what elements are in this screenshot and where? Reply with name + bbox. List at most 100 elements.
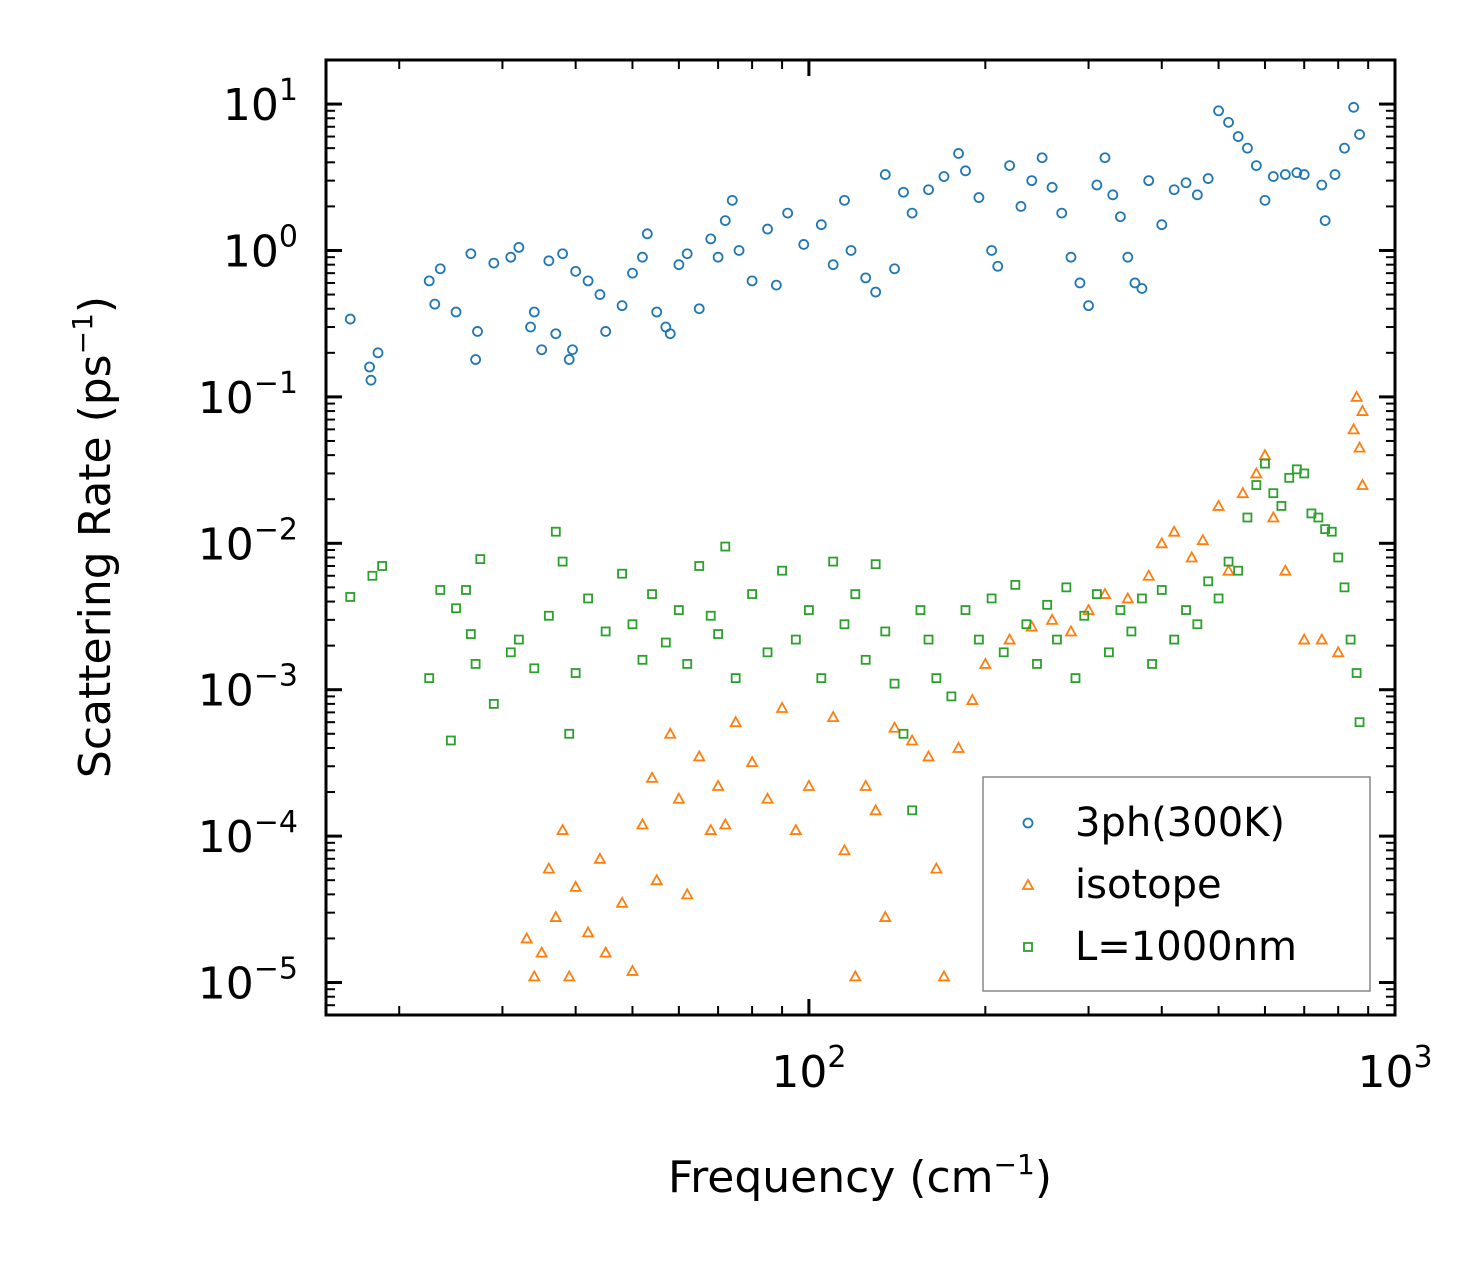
data-point (1339, 142, 1350, 154)
data-point (1326, 526, 1337, 537)
data-point (616, 300, 628, 312)
data-point (1004, 160, 1015, 171)
data-point (1354, 129, 1365, 140)
data-point (1015, 201, 1027, 212)
data-point (798, 239, 810, 250)
data-point (880, 626, 891, 637)
legend-label-l1000nm: L=1000nm (1075, 924, 1297, 970)
data-point (937, 969, 951, 982)
data-point (1223, 116, 1234, 128)
data-point (905, 733, 919, 746)
data-point (1299, 468, 1310, 479)
data-point (1319, 215, 1331, 226)
data-point (1353, 440, 1367, 453)
data-point (557, 556, 568, 567)
data-point (345, 592, 356, 602)
data-point (973, 192, 985, 203)
data-point (888, 720, 902, 733)
data-point (1042, 599, 1053, 610)
data-point (528, 306, 540, 318)
data-point (513, 241, 525, 253)
data-point (747, 589, 757, 599)
data-point (1320, 524, 1331, 535)
data-point (1091, 179, 1103, 191)
data-point (1168, 184, 1180, 196)
series-0 (344, 101, 1365, 386)
data-point (1056, 207, 1068, 219)
data-point (600, 326, 612, 337)
data-point (682, 659, 693, 669)
data-point (1147, 659, 1157, 669)
data-point (1156, 219, 1168, 231)
data-point (986, 593, 997, 604)
data-point (729, 715, 743, 728)
data-point (1276, 501, 1287, 511)
data-point (637, 654, 648, 665)
data-point (1202, 173, 1214, 184)
data-point (694, 561, 705, 571)
data-point (550, 526, 561, 537)
data-point (986, 245, 998, 256)
ticks-layer: 102 103 101 100 10−1 10−2 10−3 10−4 10−5 (198, 59, 1433, 1098)
data-point (582, 275, 594, 287)
data-point (907, 805, 918, 816)
data-point (1298, 169, 1310, 180)
data-point (450, 306, 462, 318)
data-point (789, 823, 803, 835)
data-point (445, 735, 456, 746)
data-point (733, 245, 745, 256)
data-point (1348, 101, 1360, 113)
data-point (1242, 142, 1253, 154)
data-point (367, 570, 378, 581)
data-point (839, 619, 850, 630)
data-point (1181, 605, 1191, 615)
data-point (543, 610, 554, 621)
data-point (344, 313, 356, 325)
data-point (870, 559, 881, 570)
data-point (1212, 499, 1226, 511)
data-point (692, 749, 706, 762)
data-point (1114, 211, 1126, 223)
data-point (878, 910, 892, 922)
data-point (906, 207, 918, 219)
data-point (564, 728, 575, 739)
data-point (718, 817, 732, 830)
data-point (1099, 152, 1111, 164)
data-point (557, 248, 569, 260)
data-point (1260, 458, 1270, 469)
data-point (364, 361, 375, 373)
data-point (1091, 589, 1102, 599)
data-point (1203, 576, 1214, 587)
data-point (1143, 175, 1155, 187)
data-point (719, 215, 731, 226)
data-point (377, 561, 388, 571)
data-point (869, 803, 883, 816)
data-point (1045, 612, 1059, 625)
data-point (520, 931, 534, 944)
data-point (1137, 593, 1147, 604)
data-point (1046, 181, 1058, 193)
x-tick-label: 103 (1357, 1040, 1432, 1098)
data-point (828, 556, 839, 567)
data-point (581, 925, 595, 938)
data-point (1191, 189, 1203, 201)
data-point (938, 171, 950, 182)
data-point (923, 184, 934, 196)
data-point (898, 186, 909, 198)
data-point (1107, 189, 1119, 201)
data-point (461, 585, 471, 595)
data-point (960, 605, 971, 615)
data-point (1192, 619, 1203, 630)
data-point (1291, 167, 1303, 179)
data-point (475, 554, 486, 564)
data-point (635, 817, 649, 830)
data-point (992, 260, 1004, 272)
data-point (645, 770, 659, 783)
data-point (615, 896, 629, 908)
data-point (1347, 422, 1361, 435)
data-point (543, 255, 555, 267)
data-point (583, 593, 593, 604)
data-point (1313, 512, 1324, 523)
data-point (1355, 404, 1369, 416)
data-point (529, 663, 540, 674)
